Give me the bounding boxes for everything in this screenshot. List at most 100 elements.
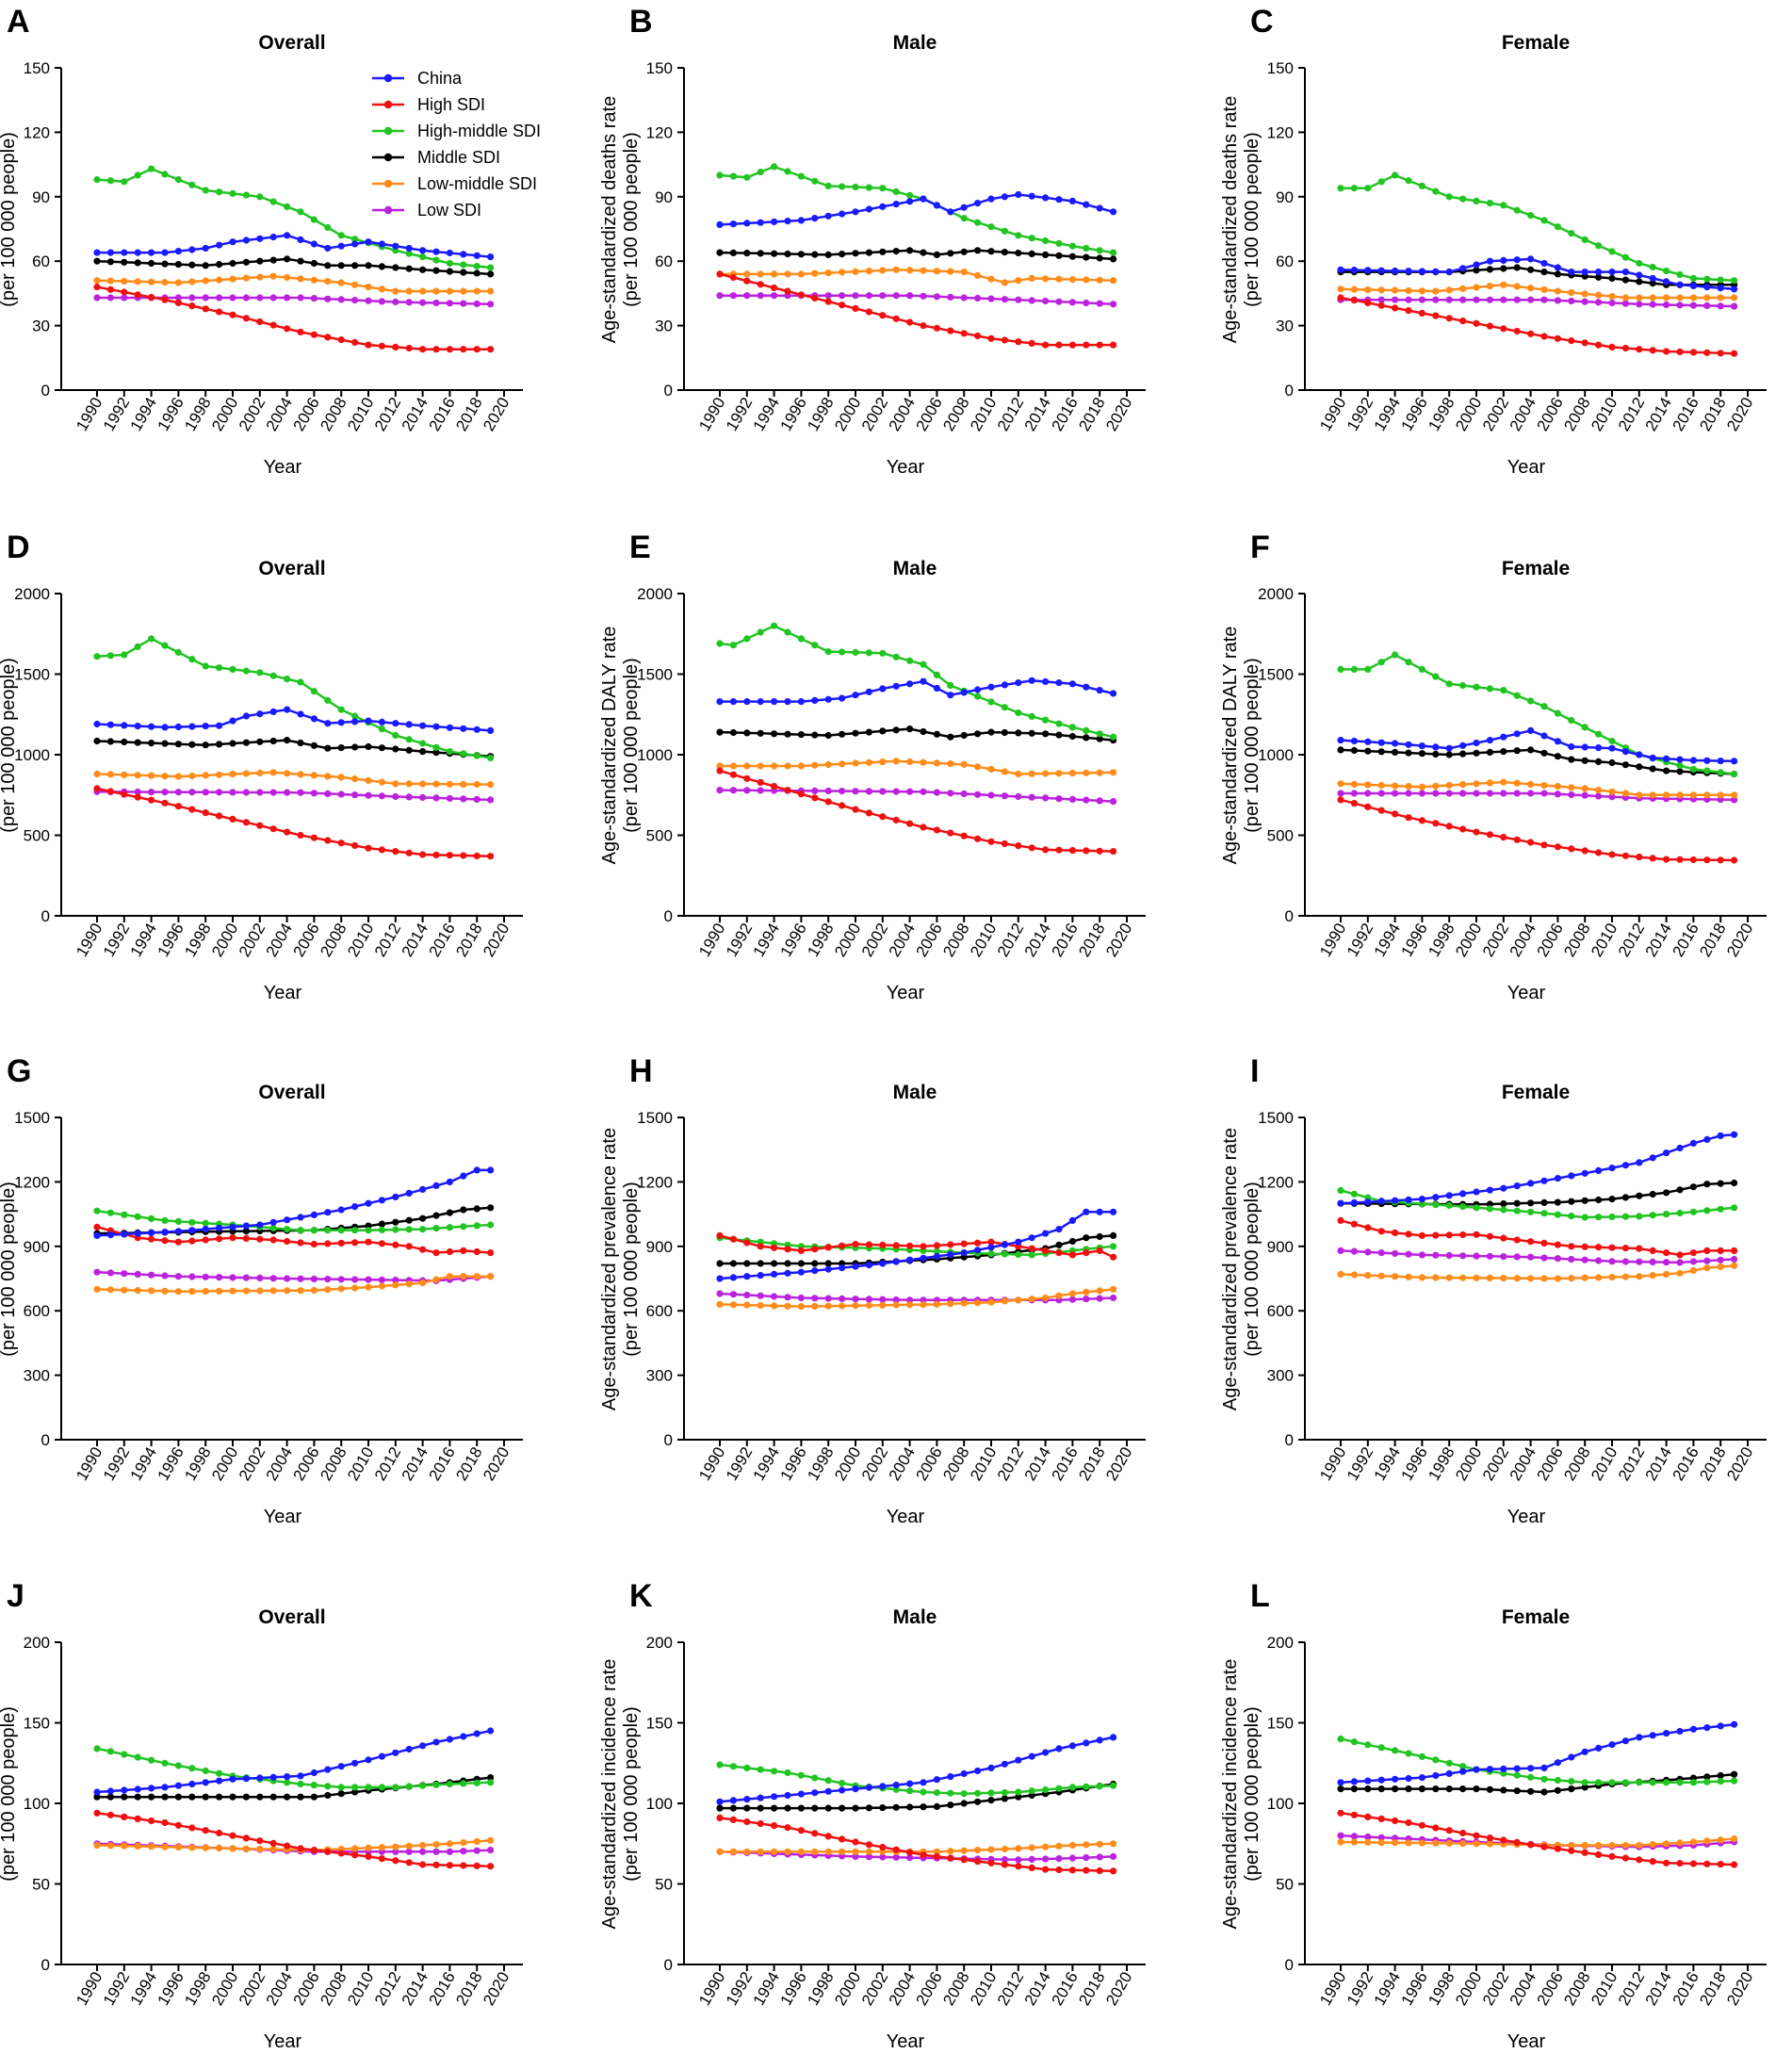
data-point — [1110, 1285, 1117, 1293]
series-low-middle-sdi — [93, 769, 495, 789]
data-point — [1001, 1250, 1008, 1258]
data-point — [811, 1295, 819, 1302]
series-high-sdi — [93, 1809, 495, 1870]
data-point — [1418, 1251, 1425, 1259]
data-point — [757, 1301, 764, 1310]
data-point — [1015, 709, 1022, 717]
data-point — [1540, 1788, 1548, 1796]
data-point — [987, 334, 995, 342]
x-tick-label: 1996 — [1397, 921, 1430, 960]
y-tick-label: 1000 — [14, 746, 50, 764]
series-china — [1337, 1131, 1738, 1207]
data-point — [337, 242, 345, 250]
data-point — [1663, 301, 1670, 309]
data-point — [1364, 1198, 1372, 1206]
data-point — [202, 187, 209, 194]
data-point — [757, 778, 764, 787]
data-point — [174, 261, 182, 269]
data-point — [487, 264, 495, 271]
data-point — [1581, 1849, 1588, 1856]
data-point — [1377, 296, 1385, 303]
data-point — [1405, 1785, 1412, 1793]
data-point — [839, 1295, 846, 1302]
x-tick-label: 1994 — [1371, 1969, 1404, 2009]
data-point — [419, 740, 427, 747]
data-point — [473, 1247, 481, 1256]
data-point — [487, 1166, 495, 1174]
data-point — [1621, 852, 1629, 859]
data-point — [1731, 1131, 1738, 1138]
series-china — [716, 677, 1117, 706]
data-point — [933, 1252, 941, 1260]
data-point — [1608, 1165, 1616, 1172]
data-point — [121, 771, 128, 779]
data-point — [1001, 1241, 1008, 1248]
data-point — [1649, 855, 1656, 862]
data-point — [188, 789, 196, 796]
data-point — [1581, 785, 1588, 792]
data-point — [1028, 844, 1035, 852]
data-point — [256, 1837, 264, 1845]
data-point — [1337, 665, 1344, 674]
data-point — [310, 688, 318, 695]
data-point — [743, 1764, 751, 1771]
data-point — [1595, 1166, 1603, 1174]
data-point — [1595, 1214, 1603, 1221]
data-point — [716, 1231, 724, 1239]
data-point — [1500, 790, 1507, 797]
data-point — [852, 292, 859, 300]
data-point — [1621, 1213, 1629, 1220]
y-tick-label: 900 — [24, 1238, 50, 1256]
data-point — [771, 1260, 778, 1267]
series-china — [716, 1734, 1117, 1805]
data-point — [269, 672, 277, 679]
data-point — [1540, 1275, 1548, 1282]
data-point — [405, 1859, 413, 1867]
data-point — [473, 1862, 481, 1869]
data-point — [256, 710, 264, 718]
data-point — [1405, 749, 1412, 757]
data-point — [974, 791, 982, 798]
data-point — [1377, 739, 1385, 746]
data-point — [1663, 1730, 1670, 1737]
data-point — [188, 806, 196, 813]
data-point — [1337, 1838, 1344, 1846]
data-point — [1568, 1213, 1575, 1220]
data-point — [1001, 336, 1008, 344]
data-point — [310, 1769, 318, 1777]
data-point — [1418, 665, 1425, 674]
x-tick-label: 1998 — [804, 921, 837, 960]
data-point — [405, 1745, 413, 1753]
data-point — [974, 332, 982, 340]
panel-G: GOverall03006009001200150019901992199419… — [0, 1053, 523, 1527]
data-point — [1581, 1197, 1588, 1204]
data-point — [974, 1239, 982, 1247]
data-point — [1554, 297, 1561, 304]
data-point — [1636, 854, 1643, 861]
data-point — [134, 793, 141, 801]
data-point — [974, 686, 982, 693]
data-point — [121, 1211, 128, 1218]
data-point — [1568, 230, 1575, 237]
data-point — [460, 1247, 467, 1254]
data-point — [1001, 1297, 1008, 1305]
data-point — [947, 829, 954, 837]
data-point — [392, 264, 399, 271]
data-point — [216, 1777, 223, 1785]
legend-swatch-marker — [383, 73, 393, 83]
data-point — [1689, 1725, 1697, 1733]
data-point — [1364, 1224, 1372, 1231]
data-point — [148, 789, 155, 796]
data-point — [797, 1848, 806, 1855]
data-point — [839, 1779, 846, 1787]
series-low-middle-sdi — [716, 758, 1117, 778]
series-line — [96, 1812, 491, 1867]
data-point — [892, 816, 900, 824]
y-axis-label-units: (per 100 000 people) — [0, 1706, 19, 1882]
data-point — [93, 653, 101, 660]
series-line — [1340, 748, 1735, 775]
data-point — [716, 220, 724, 228]
y-tick-label: 60 — [655, 253, 673, 270]
legend-label: Low-middle SDI — [417, 174, 537, 193]
data-point — [729, 1848, 738, 1855]
